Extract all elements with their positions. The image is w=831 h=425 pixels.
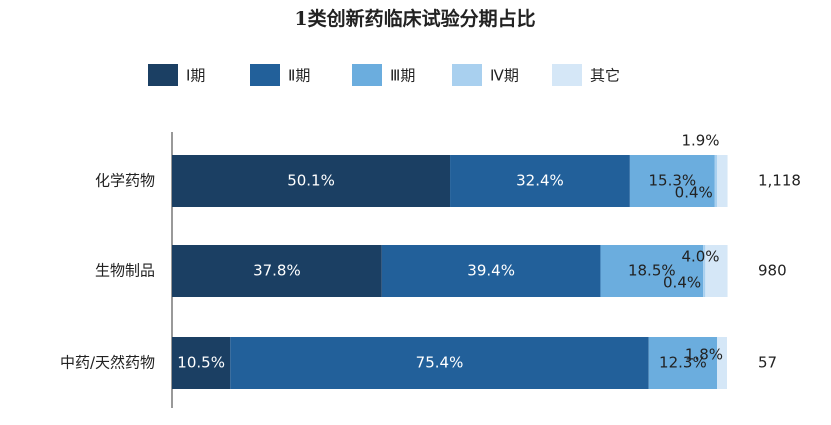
total-label: 57 (758, 354, 777, 372)
y-tick-label: 生物制品 (95, 262, 155, 280)
legend-swatch (148, 64, 178, 86)
data-label: 18.5% (628, 262, 676, 280)
data-label: 37.8% (253, 262, 301, 280)
legend-label: Ⅰ期 (186, 67, 205, 85)
bar-segment (705, 245, 728, 297)
bar-segment (172, 245, 382, 297)
bar-segment (717, 337, 727, 389)
bar-segment (648, 337, 718, 389)
bar-segment (230, 337, 649, 389)
bar-segment (629, 155, 715, 207)
data-label: 10.5% (177, 354, 225, 372)
y-tick-label: 化学药物 (95, 172, 155, 190)
legend-swatch (250, 64, 280, 86)
data-label: 0.4% (663, 274, 701, 292)
bar-segment (381, 245, 601, 297)
bar-segment (600, 245, 704, 297)
legend-swatch (352, 64, 382, 86)
legend-label: Ⅲ期 (390, 67, 415, 85)
data-label: 75.4% (416, 354, 464, 372)
bar-segment (714, 155, 718, 207)
legend-label: Ⅳ期 (490, 67, 519, 85)
data-label: 1.8% (685, 346, 723, 364)
y-tick-label: 中药/天然药物 (60, 354, 155, 372)
bar-segment (172, 155, 451, 207)
bar-segment (172, 337, 231, 389)
bar-segment (703, 245, 706, 297)
data-label: 12.3% (659, 354, 707, 372)
legend-label: Ⅱ期 (288, 67, 310, 85)
data-label: 32.4% (516, 172, 564, 190)
data-label: 39.4% (467, 262, 515, 280)
legend-swatch (452, 64, 482, 86)
total-label: 1,118 (758, 172, 801, 190)
data-label: 0.4% (675, 184, 713, 202)
data-label: 50.1% (287, 172, 335, 190)
data-label: 4.0% (681, 248, 719, 266)
bar-segment (450, 155, 630, 207)
bar-segment (717, 155, 728, 207)
data-label: 1.9% (681, 132, 719, 150)
legend-swatch (552, 64, 582, 86)
legend-label: 其它 (590, 67, 620, 85)
data-label: 15.3% (649, 172, 697, 190)
chart-title: 1类创新药临床试验分期占比 (294, 7, 535, 30)
total-label: 980 (758, 262, 787, 280)
